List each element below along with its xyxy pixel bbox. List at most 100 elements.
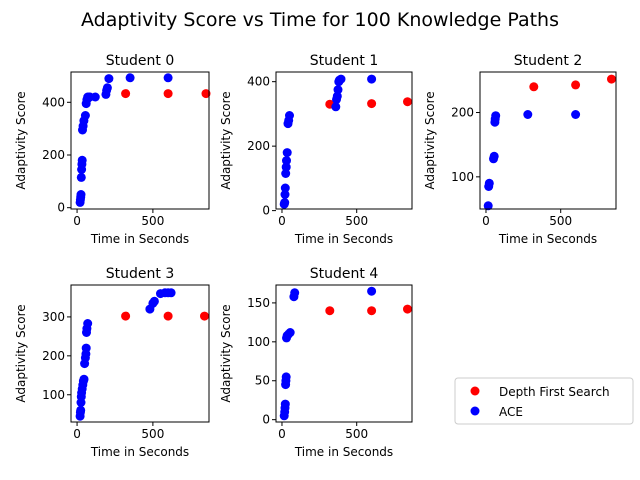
y-tick-label: 0 [262, 413, 270, 427]
point-depth-first-search [200, 311, 209, 321]
panel-student-4: 0 500 0 50 100 150 Student 4 Time in Seconds Ada… [219, 266, 413, 459]
y-tick-label: 0 [262, 204, 270, 218]
panel-title: Student 2 [514, 53, 582, 69]
y-axis-label: Adaptivity Score [14, 91, 28, 189]
y-axis-label: Adaptivity Score [219, 304, 233, 402]
point-ace [104, 74, 114, 84]
axes-frame [70, 284, 210, 423]
point-ace [333, 85, 343, 95]
legend-label-depth-first-search: Depth First Search [499, 385, 610, 399]
point-ace [484, 178, 494, 188]
panel-title: Student 3 [106, 266, 174, 282]
x-tick-label: 500 [141, 214, 164, 228]
x-tick-label: 0 [278, 427, 286, 441]
y-tick-label: 200 [247, 139, 270, 153]
point-ace [102, 83, 112, 93]
point-ace [367, 74, 377, 84]
point-ace [163, 73, 173, 83]
x-tick-label: 0 [278, 214, 286, 228]
point-depth-first-search [571, 80, 581, 90]
axes-frame [275, 284, 413, 423]
point-ace [280, 399, 290, 409]
point-depth-first-search [403, 304, 412, 314]
y-tick-label: 300 [42, 310, 65, 324]
y-tick-label: 100 [247, 335, 270, 349]
legend-marker-ace [470, 406, 480, 416]
point-ace [336, 74, 346, 84]
axes-frame [70, 71, 210, 210]
point-ace [282, 148, 292, 158]
panel-student-3: 0 500 100 200 300 Student 3 Time in Seconds Ada… [14, 266, 210, 459]
point-ace [81, 343, 91, 353]
legend-label-ace: ACE [499, 405, 523, 419]
legend: Depth First Search ACE [454, 377, 634, 425]
y-tick-label: 100 [451, 170, 474, 184]
x-tick-label: 500 [141, 427, 164, 441]
y-axis-label: Adaptivity Score [219, 91, 233, 189]
point-ace [166, 288, 176, 298]
y-tick-label: 200 [42, 349, 65, 363]
x-tick-label: 0 [482, 214, 490, 228]
point-ace [281, 162, 291, 172]
point-depth-first-search [121, 89, 131, 99]
point-ace [367, 286, 377, 296]
point-ace [80, 111, 90, 120]
panel-student-1: 0 500 0 200 400 Student 1 Time in Seconds Adapt… [219, 53, 413, 246]
axes-frame [275, 71, 413, 210]
point-ace [332, 91, 342, 101]
x-axis-label: Time in Seconds [294, 445, 393, 459]
panel-title: Student 4 [310, 266, 379, 282]
point-ace [280, 198, 290, 208]
legend-frame [454, 377, 634, 425]
x-tick-label: 0 [73, 427, 81, 441]
point-ace [76, 405, 86, 415]
y-tick-label: 400 [247, 75, 270, 89]
x-tick-label: 0 [73, 214, 81, 228]
figure-title: Adaptivity Score vs Time for 100 Knowled… [81, 9, 559, 31]
y-tick-label: 100 [42, 388, 65, 402]
y-tick-label: 400 [42, 95, 65, 109]
x-tick-label: 500 [345, 214, 368, 228]
y-tick-label: 200 [42, 148, 65, 162]
point-depth-first-search [367, 99, 377, 109]
panel-title: Student 0 [106, 53, 174, 69]
point-ace [290, 288, 300, 298]
point-depth-first-search [529, 82, 539, 92]
point-ace [76, 190, 86, 199]
point-depth-first-search [367, 306, 377, 316]
point-ace [331, 102, 341, 112]
x-axis-label: Time in Seconds [294, 232, 393, 246]
y-tick-label: 0 [57, 201, 65, 215]
point-ace [491, 111, 501, 121]
point-ace [285, 328, 295, 337]
point-ace [483, 201, 493, 211]
y-tick-label: 50 [255, 374, 270, 388]
point-ace [83, 319, 93, 328]
y-axis-label: Adaptivity Score [423, 91, 437, 189]
x-axis-label: Time in Seconds [90, 232, 189, 246]
point-ace [77, 155, 87, 165]
legend-marker-depth-first-search [470, 386, 480, 396]
point-ace [280, 183, 290, 193]
point-ace [285, 111, 294, 120]
y-tick-label: 150 [247, 296, 270, 310]
x-axis-label: Time in Seconds [498, 232, 597, 246]
point-ace [489, 151, 499, 161]
point-ace [125, 73, 135, 83]
x-tick-label: 500 [549, 214, 572, 228]
point-ace [281, 169, 291, 178]
point-depth-first-search [201, 89, 211, 99]
point-ace [282, 156, 291, 166]
point-ace [571, 110, 581, 119]
point-ace [76, 172, 86, 182]
point-ace [79, 374, 89, 384]
point-depth-first-search [163, 311, 173, 321]
point-ace [523, 110, 533, 119]
panel-title: Student 1 [310, 53, 378, 69]
point-ace [281, 372, 291, 382]
point-depth-first-search [607, 74, 616, 84]
panel-student-0: 0 500 0 200 400 Student 0 Time in Seconds Adapt… [14, 53, 211, 246]
point-depth-first-search [403, 97, 412, 107]
x-axis-label: Time in Seconds [90, 445, 189, 459]
